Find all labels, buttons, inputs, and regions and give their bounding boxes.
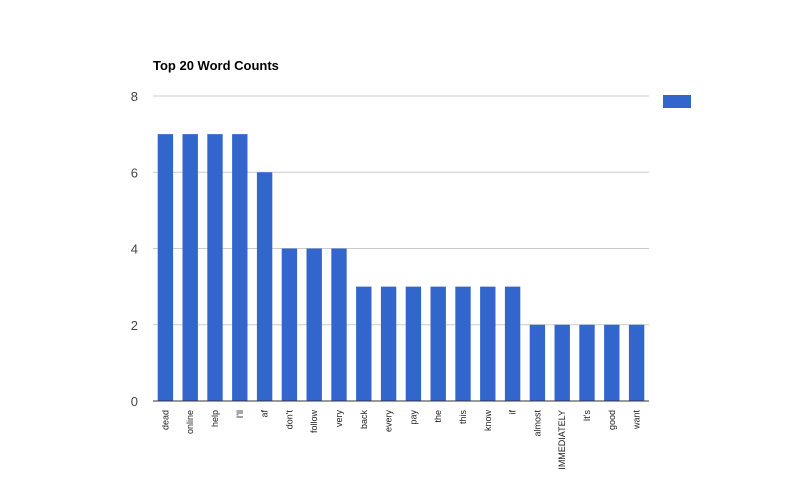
bar-don-t[interactable] — [281, 248, 298, 402]
x-tick-label: good — [607, 410, 617, 430]
y-axis-labels: 0 2 4 6 8 — [131, 89, 138, 409]
bar-it-s[interactable] — [579, 324, 595, 401]
bar-this[interactable] — [455, 286, 471, 402]
x-tick-label: know — [483, 410, 493, 432]
bar-pay[interactable] — [405, 286, 422, 402]
bar-i-ll[interactable] — [232, 134, 248, 402]
x-tick-label: want — [632, 410, 642, 431]
chart-title: Top 20 Word Counts — [153, 58, 279, 73]
bars — [157, 134, 645, 402]
x-tick-label: almost — [532, 410, 542, 437]
x-tick-label: I'll — [235, 410, 245, 418]
bar-want[interactable] — [628, 324, 645, 401]
x-tick-label: IMMEDIATELY — [557, 410, 567, 470]
bar-know[interactable] — [480, 286, 496, 402]
bar-if[interactable] — [504, 286, 521, 402]
grid-lines — [153, 95, 649, 326]
bar-very[interactable] — [331, 248, 347, 402]
x-tick-label: back — [359, 410, 369, 430]
y-tick-label: 2 — [131, 318, 138, 333]
bar-back[interactable] — [356, 286, 372, 402]
bar-af[interactable] — [256, 172, 273, 401]
bar-almost[interactable] — [529, 324, 546, 401]
bar-online[interactable] — [182, 134, 198, 402]
bar-the[interactable] — [430, 286, 446, 402]
x-tick-label: online — [185, 410, 195, 434]
bar-good[interactable] — [604, 324, 620, 401]
bar-help[interactable] — [207, 134, 223, 402]
x-tick-label: this — [458, 410, 468, 425]
x-tick-label: dead — [160, 410, 170, 430]
x-tick-label: pay — [408, 410, 418, 425]
bar-follow[interactable] — [306, 248, 322, 402]
x-axis-labels: dead online help I'll af don't follow very back e… — [160, 410, 641, 470]
legend-swatch[interactable] — [663, 95, 691, 108]
x-tick-label: It's — [582, 410, 592, 422]
y-tick-label: 8 — [131, 89, 138, 104]
bar-dead[interactable] — [157, 134, 174, 402]
y-tick-label: 0 — [131, 394, 138, 409]
x-tick-label: if — [508, 410, 518, 415]
x-tick-label: af — [260, 410, 270, 418]
bar-immediately[interactable] — [554, 324, 570, 401]
x-tick-label: don't — [284, 410, 294, 430]
x-tick-label: very — [334, 410, 344, 428]
x-tick-label: the — [433, 410, 443, 423]
y-tick-label: 4 — [131, 242, 138, 257]
x-tick-label: help — [210, 410, 220, 427]
y-tick-label: 6 — [131, 165, 138, 180]
x-tick-label: every — [384, 410, 394, 433]
x-tick-label: follow — [309, 410, 319, 434]
bar-every[interactable] — [380, 286, 397, 402]
